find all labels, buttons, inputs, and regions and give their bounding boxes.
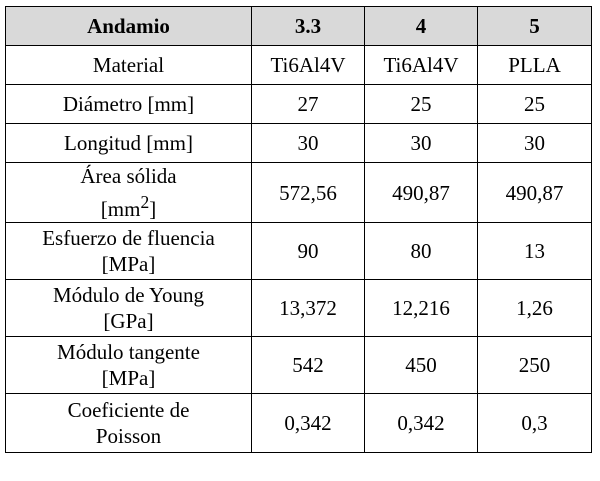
- cell-value: 13: [477, 222, 592, 280]
- cell-value: 490,87: [364, 162, 478, 223]
- header-col-5: 5: [477, 6, 592, 46]
- cell-value: 30: [364, 123, 478, 163]
- row-label-line: Área sólida: [80, 164, 177, 188]
- row-label-line: Coeficiente de: [67, 398, 190, 422]
- cell-value: 250: [477, 336, 592, 394]
- cell-value: 0,3: [477, 393, 592, 453]
- header-col-3-3: 3.3: [251, 6, 365, 46]
- table-row: Módulo tangente [MPa] 542 450 250: [5, 336, 592, 394]
- cell-value: 12,216: [364, 279, 478, 337]
- header-col-4: 4: [364, 6, 478, 46]
- row-label: Longitud [mm]: [5, 123, 252, 163]
- row-label: Material: [5, 45, 252, 85]
- table-row: Material Ti6Al4V Ti6Al4V PLLA: [5, 45, 592, 85]
- row-label-line: [MPa]: [101, 366, 156, 390]
- cell-value: 450: [364, 336, 478, 394]
- cell-value: Ti6Al4V: [364, 45, 478, 85]
- cell-value: 80: [364, 222, 478, 280]
- cell-value: 27: [251, 84, 365, 124]
- row-label-line: ]: [149, 197, 157, 221]
- cell-value: PLLA: [477, 45, 592, 85]
- row-label: Módulo tangente [MPa]: [5, 336, 252, 394]
- cell-value: 25: [364, 84, 478, 124]
- row-label-line: Esfuerzo de fluencia: [42, 226, 215, 250]
- table-row: Esfuerzo de fluencia [MPa] 90 80 13: [5, 222, 592, 280]
- row-label: Diámetro [mm]: [5, 84, 252, 124]
- row-label: Área sólida [mm2]: [5, 162, 252, 223]
- table-row: Diámetro [mm] 27 25 25: [5, 84, 592, 124]
- cell-value: 0,342: [251, 393, 365, 453]
- table-row: Coeficiente de Poisson 0,342 0,342 0,3: [5, 393, 592, 453]
- cell-value: 572,56: [251, 162, 365, 223]
- row-label: Esfuerzo de fluencia [MPa]: [5, 222, 252, 280]
- row-label-line: [MPa]: [101, 252, 156, 276]
- cell-value: 1,26: [477, 279, 592, 337]
- table-row: Área sólida [mm2] 572,56 490,87 490,87: [5, 162, 592, 223]
- row-label-line: [mm: [100, 197, 141, 221]
- cell-value: 30: [251, 123, 365, 163]
- row-label-line: [GPa]: [103, 309, 154, 333]
- cell-value: 542: [251, 336, 365, 394]
- cell-value: 13,372: [251, 279, 365, 337]
- row-label-line: Módulo tangente: [57, 340, 200, 364]
- cell-value: 25: [477, 84, 592, 124]
- cell-value: 30: [477, 123, 592, 163]
- properties-table: Andamio 3.3 4 5 Material Ti6Al4V Ti6Al4V…: [5, 6, 592, 453]
- superscript: 2: [140, 192, 150, 212]
- table-row: Longitud [mm] 30 30 30: [5, 123, 592, 163]
- header-label: Andamio: [5, 6, 252, 46]
- table-row: Módulo de Young [GPa] 13,372 12,216 1,26: [5, 279, 592, 337]
- row-label-line: Poisson: [95, 424, 162, 448]
- cell-value: 90: [251, 222, 365, 280]
- row-label-line: Módulo de Young: [52, 283, 205, 307]
- row-label: Módulo de Young [GPa]: [5, 279, 252, 337]
- cell-value: 490,87: [477, 162, 592, 223]
- cell-value: Ti6Al4V: [251, 45, 365, 85]
- header-row: Andamio 3.3 4 5: [5, 6, 592, 46]
- cell-value: 0,342: [364, 393, 478, 453]
- row-label: Coeficiente de Poisson: [5, 393, 252, 453]
